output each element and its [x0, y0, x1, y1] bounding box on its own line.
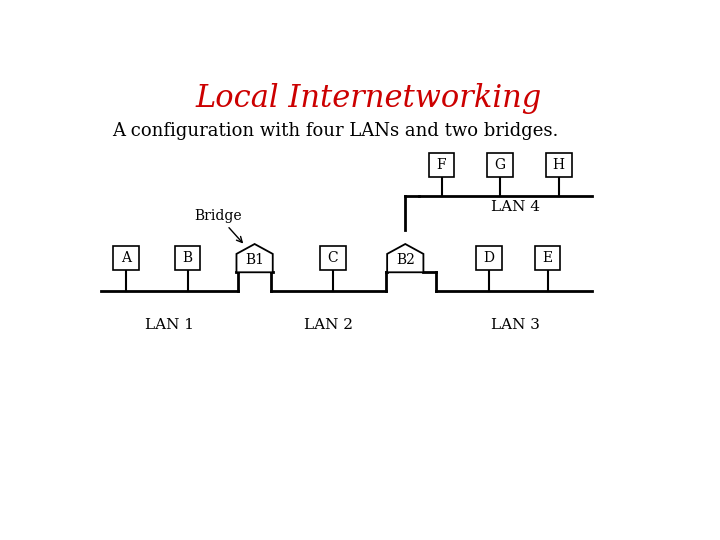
Text: D: D — [483, 251, 495, 265]
Text: H: H — [553, 158, 564, 172]
Bar — [114, 246, 139, 270]
Text: A configuration with four LANs and two bridges.: A configuration with four LANs and two b… — [112, 123, 559, 140]
Bar — [428, 152, 454, 177]
Text: A: A — [121, 251, 131, 265]
Text: LAN 3: LAN 3 — [491, 319, 539, 333]
Text: G: G — [495, 158, 505, 172]
Bar — [546, 152, 572, 177]
Text: C: C — [328, 251, 338, 265]
Text: LAN 4: LAN 4 — [491, 200, 540, 214]
Bar — [535, 246, 560, 270]
Text: B1: B1 — [245, 253, 264, 267]
Text: F: F — [437, 158, 446, 172]
Bar — [487, 152, 513, 177]
Bar — [476, 246, 502, 270]
Text: E: E — [542, 251, 553, 265]
Text: LAN 2: LAN 2 — [304, 319, 353, 333]
Text: Local Internetworking: Local Internetworking — [196, 83, 542, 113]
Polygon shape — [387, 244, 423, 272]
Text: Bridge: Bridge — [194, 209, 242, 242]
Bar — [320, 246, 346, 270]
Text: B: B — [183, 251, 193, 265]
Text: LAN 1: LAN 1 — [145, 319, 194, 333]
Text: B2: B2 — [396, 253, 415, 267]
Polygon shape — [236, 244, 273, 272]
Bar — [175, 246, 200, 270]
